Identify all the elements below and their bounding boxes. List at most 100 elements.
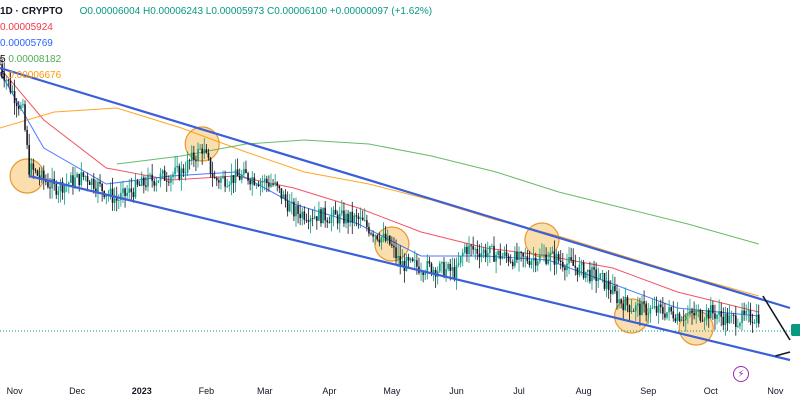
candle-body (680, 319, 683, 321)
lightning-icon[interactable]: ⚡ (733, 366, 749, 382)
x-tick-label: Jun (449, 386, 464, 396)
candle-body (255, 184, 258, 186)
candle-body (547, 259, 550, 264)
candle-body (530, 260, 533, 265)
candle-body (595, 269, 597, 281)
candle-body (722, 316, 725, 326)
candle-body (741, 310, 743, 324)
candle-body (201, 148, 203, 154)
candle-body (343, 210, 345, 224)
candle-body (143, 177, 145, 186)
candle-body (366, 220, 368, 227)
candle-body (662, 307, 664, 314)
candle-body (397, 255, 399, 259)
candle-body (305, 219, 308, 221)
candle-body (718, 311, 720, 315)
price-tag[interactable] (791, 324, 800, 336)
candle-body (222, 176, 224, 179)
candle-body (220, 178, 222, 183)
candle-body (612, 285, 614, 294)
candle-body (122, 188, 124, 193)
candle-body (388, 235, 391, 245)
candle-body (695, 311, 698, 316)
candle-body (497, 250, 499, 255)
candle-body (647, 313, 650, 316)
candle-body (672, 311, 675, 319)
candle-body (416, 260, 418, 267)
candle-body (745, 310, 748, 315)
highlight-circles (9, 126, 714, 346)
candle-body (557, 254, 560, 261)
candle-body (309, 218, 312, 222)
x-tick-label: Apr (322, 386, 336, 396)
ma-prefix: 6 (0, 70, 6, 81)
candle-body (659, 304, 662, 308)
candle-body (209, 157, 212, 174)
candle-body (299, 213, 301, 219)
candle-body (134, 180, 137, 198)
candle-body (564, 267, 566, 271)
moving-averages (0, 67, 759, 317)
candle-body (132, 192, 135, 198)
candle-body (249, 180, 251, 185)
ma-line (0, 107, 759, 297)
candle-body (9, 80, 12, 93)
ma-label-3[interactable]: 6 0.00006676 (0, 68, 432, 84)
candle-body (536, 261, 539, 266)
candle-body (457, 263, 460, 266)
candle-body (368, 226, 370, 234)
ma-label-0[interactable]: 0.00005924 (0, 20, 432, 36)
candle-body (482, 249, 485, 253)
candle-body (234, 169, 237, 183)
candle-body (461, 252, 464, 256)
candle-body (63, 184, 66, 193)
candle-body (347, 213, 349, 223)
candle-body (240, 174, 243, 180)
x-tick-label: Mar (257, 386, 273, 396)
candle-body (84, 176, 87, 177)
candle-body (539, 254, 541, 262)
ma-label-1[interactable]: 0.00005769 (0, 36, 432, 52)
candle-body (520, 252, 522, 254)
candle-body (555, 254, 558, 265)
candle-body (297, 205, 299, 214)
candle-body (701, 320, 704, 322)
candle-body (247, 173, 249, 181)
candle-body (424, 273, 427, 275)
candle-body (286, 200, 289, 212)
candle-body (568, 257, 570, 264)
candle-body (197, 148, 199, 162)
candle-body (168, 181, 170, 183)
candle-body (226, 186, 229, 188)
candle-body (32, 163, 35, 170)
candle-body (272, 184, 274, 185)
candle-body (82, 172, 85, 177)
candle-body (720, 311, 723, 317)
x-tick-label: Sep (640, 386, 656, 396)
candle-body (72, 175, 74, 187)
candle-body (551, 251, 554, 254)
ma-label-2[interactable]: 5 0.00008182 (0, 52, 432, 68)
candle-body (534, 257, 537, 266)
candle-body (639, 303, 641, 316)
candle-body (351, 211, 354, 223)
candle-body (464, 246, 466, 253)
candle-body (518, 252, 520, 260)
candle-body (632, 310, 635, 312)
candle-body (55, 184, 58, 195)
ma-value: 0.00005924 (0, 22, 53, 33)
candle-body (213, 177, 216, 179)
candle-body (755, 314, 758, 323)
candle-body (751, 322, 754, 324)
candle-body (293, 201, 295, 217)
candle-body (205, 149, 208, 153)
symbol-label[interactable]: 1D · CRYPTO (0, 6, 63, 17)
candle-body (334, 209, 337, 215)
candle-body (618, 299, 620, 304)
candle-body (67, 182, 70, 184)
candle-body (126, 192, 128, 196)
candle-body (591, 267, 593, 282)
candle-body (522, 253, 524, 257)
candle-body (61, 181, 64, 193)
